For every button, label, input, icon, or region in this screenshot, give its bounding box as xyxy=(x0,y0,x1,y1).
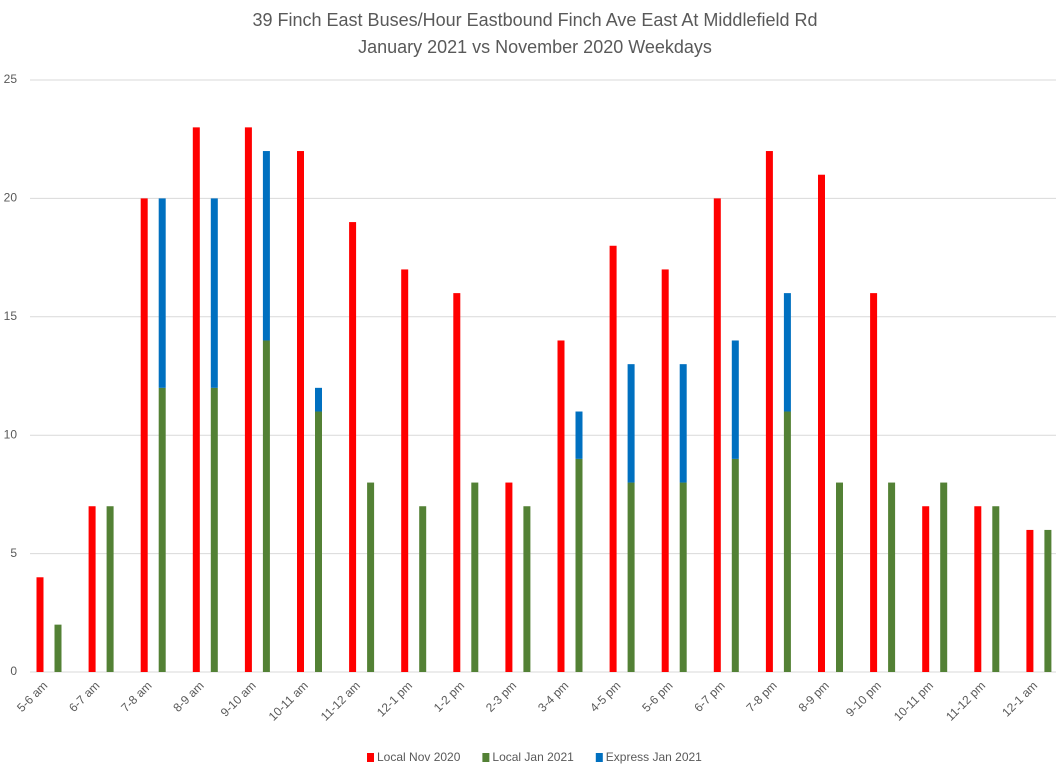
bar xyxy=(210,387,218,672)
bar xyxy=(765,151,773,673)
bar xyxy=(731,458,739,672)
x-tick-label: 6-7 pm xyxy=(691,678,727,714)
y-tick-label: 20 xyxy=(4,191,18,205)
bar xyxy=(523,506,531,672)
y-tick-label: 10 xyxy=(4,427,18,441)
bar xyxy=(679,364,687,483)
x-tick-label: 12-1 am xyxy=(999,678,1040,719)
bar xyxy=(315,411,322,672)
x-tick-label: 11-12 pm xyxy=(943,678,988,723)
bar xyxy=(315,387,322,412)
y-tick-label: 0 xyxy=(10,664,17,678)
bar xyxy=(210,198,218,388)
bar xyxy=(818,174,825,672)
x-tick-label: 11-12 am xyxy=(318,678,363,723)
bar xyxy=(1044,529,1052,672)
bar xyxy=(940,482,948,672)
bar xyxy=(36,577,44,672)
bar xyxy=(54,624,62,672)
x-tick-label: 10-11 pm xyxy=(891,678,936,723)
x-tick-label: 5-6 am xyxy=(14,678,50,714)
bar xyxy=(974,506,982,672)
bar xyxy=(367,482,375,672)
bar xyxy=(888,482,896,672)
legend-label: Local Jan 2021 xyxy=(492,750,574,764)
bar xyxy=(661,269,669,672)
x-tick-label: 5-6 pm xyxy=(639,678,675,714)
bar xyxy=(401,269,409,672)
x-tick-label: 8-9 pm xyxy=(796,678,832,714)
bar xyxy=(836,482,843,672)
bar xyxy=(627,364,635,483)
bar xyxy=(106,506,114,672)
bar xyxy=(158,387,166,672)
x-tick-label: 10-11 am xyxy=(266,678,311,723)
bar xyxy=(992,506,1000,672)
legend-swatch xyxy=(367,753,374,762)
bar xyxy=(158,198,166,388)
legend-label: Express Jan 2021 xyxy=(606,750,702,764)
x-tick-label: 2-3 pm xyxy=(483,678,519,714)
bar xyxy=(244,127,252,673)
x-tick-label: 6-7 am xyxy=(66,678,102,714)
bar xyxy=(783,293,791,412)
x-tick-label: 7-8 am xyxy=(118,678,154,714)
chart-subtitle: January 2021 vs November 2020 Weekdays xyxy=(358,37,712,57)
chart-title: 39 Finch East Buses/Hour Eastbound Finch… xyxy=(253,10,818,30)
y-tick-label: 25 xyxy=(4,72,18,86)
legend-swatch xyxy=(482,753,490,762)
bar xyxy=(262,151,270,341)
bar xyxy=(453,293,461,672)
bar xyxy=(88,506,96,672)
bar xyxy=(731,340,739,459)
bar xyxy=(349,222,357,672)
x-tick-label: 8-9 am xyxy=(170,678,206,714)
bar xyxy=(783,411,791,672)
bar xyxy=(713,198,721,672)
bar xyxy=(870,293,878,672)
bar xyxy=(575,458,583,672)
y-tick-label: 5 xyxy=(10,546,17,560)
x-tick-label: 4-5 pm xyxy=(587,678,623,714)
x-tick-label: 7-8 pm xyxy=(743,678,779,714)
x-tick-label: 3-4 pm xyxy=(535,678,571,714)
legend-swatch xyxy=(595,753,603,762)
bar xyxy=(922,506,930,672)
x-tick-label: 12-1 pm xyxy=(374,678,415,719)
bar xyxy=(419,506,427,672)
bar xyxy=(609,245,617,672)
bar xyxy=(1026,529,1034,672)
bar xyxy=(505,482,513,672)
bar xyxy=(192,127,200,673)
y-tick-label: 15 xyxy=(4,309,18,323)
bar xyxy=(575,411,583,459)
x-tick-label: 9-10 pm xyxy=(843,678,884,719)
x-tick-label: 9-10 am xyxy=(218,678,259,719)
bar xyxy=(140,198,148,672)
bar xyxy=(297,151,304,673)
x-tick-label: 1-2 pm xyxy=(431,678,467,714)
bar xyxy=(262,340,270,672)
bar xyxy=(627,482,635,672)
bar xyxy=(679,482,687,672)
legend-label: Local Nov 2020 xyxy=(377,750,461,764)
bar xyxy=(471,482,479,672)
bar xyxy=(557,340,565,672)
